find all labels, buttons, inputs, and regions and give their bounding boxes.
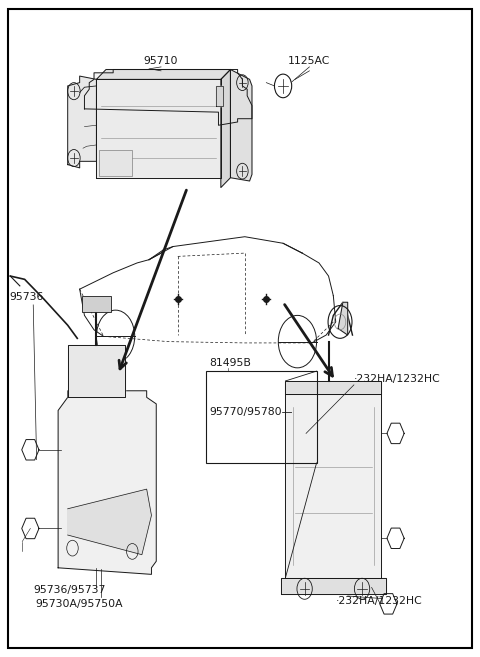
Polygon shape [216,86,223,106]
Text: 95770/95780—: 95770/95780— [209,407,292,417]
Polygon shape [68,489,152,555]
Text: ·232HA/1232HC: ·232HA/1232HC [336,596,422,606]
Polygon shape [84,70,252,125]
Bar [206,371,317,463]
Text: 95730A/95750A: 95730A/95750A [36,599,123,608]
Text: 95736/95737: 95736/95737 [33,585,106,595]
Text: 95736: 95736 [10,292,44,302]
Polygon shape [96,70,230,79]
Polygon shape [230,70,252,181]
Polygon shape [286,394,381,578]
Polygon shape [338,302,348,335]
Text: 95710: 95710 [144,57,178,66]
Polygon shape [58,391,156,574]
Text: ·232HA/1232HC: ·232HA/1232HC [354,374,441,384]
Text: 81495B: 81495B [209,358,251,368]
Polygon shape [96,79,221,177]
Polygon shape [286,381,381,394]
Polygon shape [68,76,96,168]
Polygon shape [68,345,125,397]
Polygon shape [281,578,386,594]
Bar [82,296,111,312]
Polygon shape [221,70,230,187]
Bar [99,150,132,176]
Text: 1125AC: 1125AC [288,57,331,66]
